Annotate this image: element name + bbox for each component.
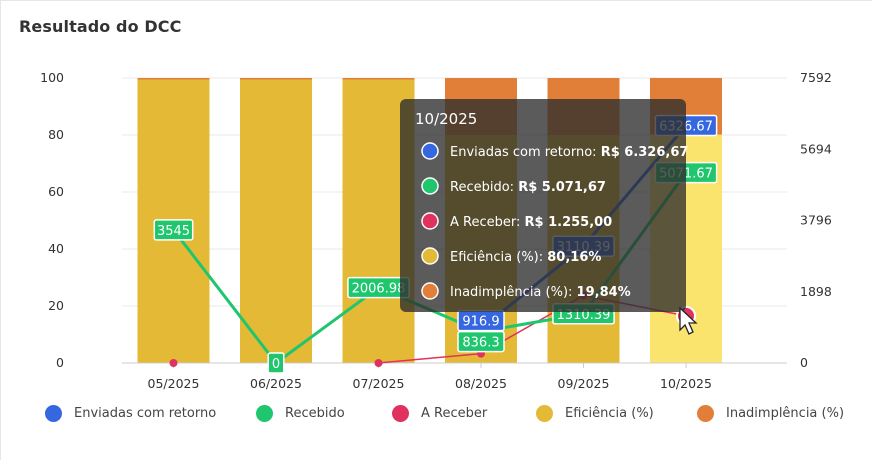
left-axis-tick: 40 — [48, 241, 64, 256]
right-axis-tick: 1898 — [800, 284, 832, 299]
x-axis-tick: 05/2025 — [148, 376, 200, 391]
data-label-text: 3545 — [157, 224, 190, 239]
chart-legend: Enviadas com retorno Recebido A Receber Efi… — [0, 405, 874, 427]
legend-swatch-icon — [256, 405, 273, 422]
x-axis-tick: 06/2025 — [250, 376, 302, 391]
legend-swatch-icon — [392, 405, 409, 422]
bar-inadimplencia — [342, 78, 415, 80]
legend-item-eficiencia[interactable]: Eficiência (%) — [536, 405, 654, 422]
data-label-text: 916.9 — [462, 315, 499, 330]
bar-inadimplencia — [240, 78, 312, 80]
tooltip-title: 10/2025 — [415, 110, 477, 128]
legend-item-a_receber[interactable]: A Receber — [392, 405, 487, 422]
data-label-text: 0 — [272, 357, 280, 372]
data-label-text: 836.3 — [462, 336, 499, 351]
tooltip-row: Eficiência (%): 80,16% — [450, 250, 601, 265]
left-axis-tick: 60 — [48, 184, 64, 199]
data-label-enviadas: 916.9 — [457, 309, 505, 332]
data-label-recebido: 2006.98 — [347, 276, 410, 299]
legend-label: Eficiência (%) — [565, 406, 654, 421]
left-axis-tick: 80 — [48, 127, 64, 142]
tooltip-swatch — [421, 212, 439, 230]
right-axis-tick: 5694 — [800, 141, 832, 156]
data-label-box — [457, 330, 505, 353]
cursor-pointer-icon — [679, 306, 698, 335]
bar-inadimplencia — [137, 78, 210, 80]
tooltip-row: Inadimplência (%): 19,84% — [450, 285, 631, 300]
tooltip-swatch — [421, 247, 439, 265]
legend-item-enviadas[interactable]: Enviadas com retorno — [45, 405, 216, 422]
left-axis-tick: 20 — [48, 298, 64, 313]
tooltip-row: Enviadas com retorno: R$ 6.326,67 — [450, 145, 688, 160]
legend-label: Enviadas com retorno — [74, 406, 217, 421]
tooltip-row: Recebido: R$ 5.071,67 — [450, 180, 606, 195]
tooltip-swatch — [421, 177, 439, 195]
x-axis-tick: 07/2025 — [353, 376, 405, 391]
combo-chart[interactable]: 0 20 40 60 80 100 0 1898 3796 5694 7592 05/2025 06/2… — [0, 0, 874, 405]
data-label-recebido: 836.3 — [457, 330, 505, 353]
legend-swatch-icon — [45, 405, 62, 422]
legend-swatch-icon — [697, 405, 714, 422]
x-axis-tick: 08/2025 — [455, 376, 507, 391]
tooltip-swatch — [421, 282, 439, 300]
legend-label: Inadimplência (%) — [726, 406, 845, 421]
data-label-recebido: 3545 — [153, 219, 194, 241]
point-a-receber — [374, 359, 383, 367]
tooltip-box — [400, 99, 686, 312]
x-axis-tick: 09/2025 — [558, 376, 610, 391]
tooltip-swatch — [421, 142, 439, 160]
left-axis-tick: 0 — [56, 355, 64, 370]
tooltip-row: A Receber: R$ 1.255,00 — [450, 215, 612, 230]
data-label-recebido: 0 — [267, 352, 285, 374]
legend-label: Recebido — [285, 406, 345, 421]
legend-item-recebido[interactable]: Recebido — [256, 405, 345, 422]
chart-title: Resultado do DCC — [19, 17, 182, 36]
x-axis-tick: 10/2025 — [660, 376, 712, 391]
right-axis-tick: 0 — [800, 355, 808, 370]
legend-item-inadimplencia[interactable]: Inadimplência (%) — [697, 405, 844, 422]
data-label-text: 2006.98 — [352, 282, 406, 297]
data-label-box — [153, 219, 194, 241]
right-axis-tick: 3796 — [800, 213, 832, 228]
tooltip: 10/2025 Enviadas com retorno: R$ 6.326,67… — [400, 99, 688, 312]
bar-eficiencia — [240, 78, 312, 363]
legend-label: A Receber — [421, 406, 488, 421]
data-label-box — [267, 352, 285, 374]
right-axis-tick: 7592 — [800, 70, 832, 85]
legend-swatch-icon — [536, 405, 553, 422]
left-axis-tick: 100 — [40, 70, 64, 85]
point-a-receber — [169, 359, 178, 367]
